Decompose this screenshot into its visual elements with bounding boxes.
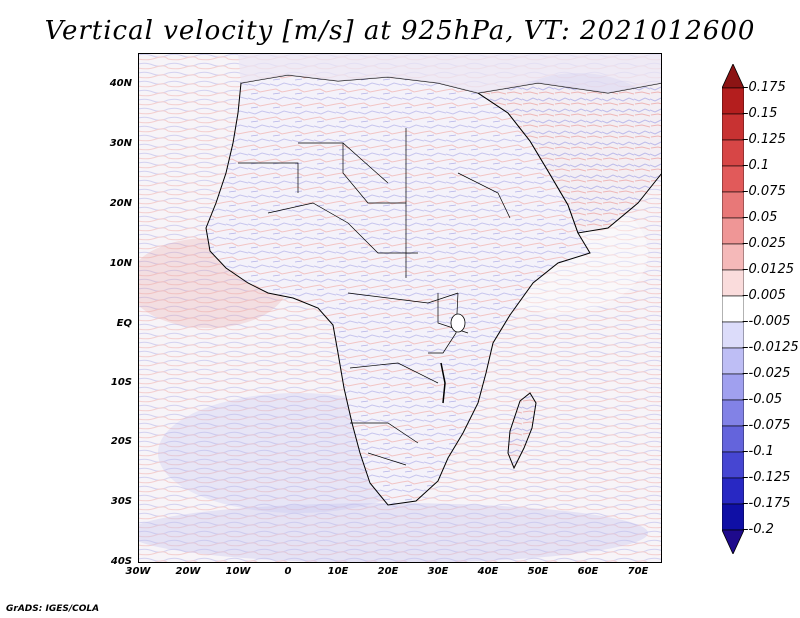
colorbar-top-arrow xyxy=(722,64,744,89)
colorbar-tick-label: –-0.125 xyxy=(742,470,791,485)
colorbar xyxy=(722,64,744,554)
lat-label: EQ xyxy=(116,318,132,329)
chart-title: Vertical velocity [m/s] at 925hPa, VT: 2… xyxy=(44,16,756,46)
colorbar-segment xyxy=(722,399,744,427)
colorbar-tick-label: –-0.025 xyxy=(742,366,791,381)
lon-label: 10W xyxy=(225,566,251,577)
lat-label: 40N xyxy=(109,78,132,89)
colorbar-tick-label: –0.175 xyxy=(742,80,786,95)
lon-label: 70E xyxy=(627,566,649,577)
colorbar-tick-label: –0.0125 xyxy=(742,262,794,277)
colorbar-segment xyxy=(722,373,744,401)
lat-label: 30N xyxy=(109,138,132,149)
lat-label: 10N xyxy=(109,258,132,269)
colorbar-tick-label: –0.125 xyxy=(742,132,786,147)
colorbar-segment xyxy=(722,425,744,453)
lon-label: 50E xyxy=(527,566,549,577)
lon-label: 20E xyxy=(377,566,399,577)
lat-label: 20S xyxy=(110,436,132,447)
colorbar-segment xyxy=(722,191,744,219)
colorbar-segment xyxy=(722,347,744,375)
colorbar-tick-label: –0.15 xyxy=(742,106,778,121)
lat-label: 30S xyxy=(110,496,132,507)
colorbar-tick-label: –0.075 xyxy=(742,184,786,199)
lat-label: 40S xyxy=(110,556,132,567)
colorbar-segment xyxy=(722,269,744,297)
colorbar-tick-label: –-0.1 xyxy=(742,444,774,459)
lon-label: 30W xyxy=(125,566,151,577)
colorbar-tick-label: –-0.175 xyxy=(742,496,791,511)
colorbar-tick-label: –-0.075 xyxy=(742,418,791,433)
colorbar-segment xyxy=(722,451,744,479)
colorbar-segment xyxy=(722,217,744,245)
colorbar-segment xyxy=(722,113,744,141)
colorbar-segment xyxy=(722,321,744,349)
colorbar-tick-label: –-0.0125 xyxy=(742,340,799,355)
map-panel xyxy=(138,53,662,563)
colorbar-tick-label: –0.005 xyxy=(742,288,786,303)
footer-credit: GrADS: IGES/COLA xyxy=(6,604,100,614)
colorbar-tick-label: –0.025 xyxy=(742,236,786,251)
colorbar-tick-label: –-0.2 xyxy=(742,522,774,537)
colorbar-segment xyxy=(722,295,744,323)
lon-label: 60E xyxy=(577,566,599,577)
colorbar-segment xyxy=(722,87,744,115)
colorbar-bottom-arrow xyxy=(722,529,744,554)
colorbar-segment xyxy=(722,503,744,531)
lat-label: 20N xyxy=(109,198,132,209)
lon-label: 30E xyxy=(427,566,449,577)
lat-label: 10S xyxy=(110,377,132,388)
lon-label: 40E xyxy=(477,566,499,577)
lon-label: 10E xyxy=(327,566,349,577)
colorbar-tick-label: –0.1 xyxy=(742,158,770,173)
colorbar-tick-label: –-0.005 xyxy=(742,314,791,329)
colorbar-tick-label: –0.05 xyxy=(742,210,778,225)
colorbar-segment xyxy=(722,165,744,193)
colorbar-segment xyxy=(722,243,744,271)
lon-label: 0 xyxy=(284,566,292,577)
colorbar-segment xyxy=(722,477,744,505)
colorbar-tick-label: –-0.05 xyxy=(742,392,783,407)
colorbar-segment xyxy=(722,139,744,167)
lon-label: 20W xyxy=(175,566,201,577)
